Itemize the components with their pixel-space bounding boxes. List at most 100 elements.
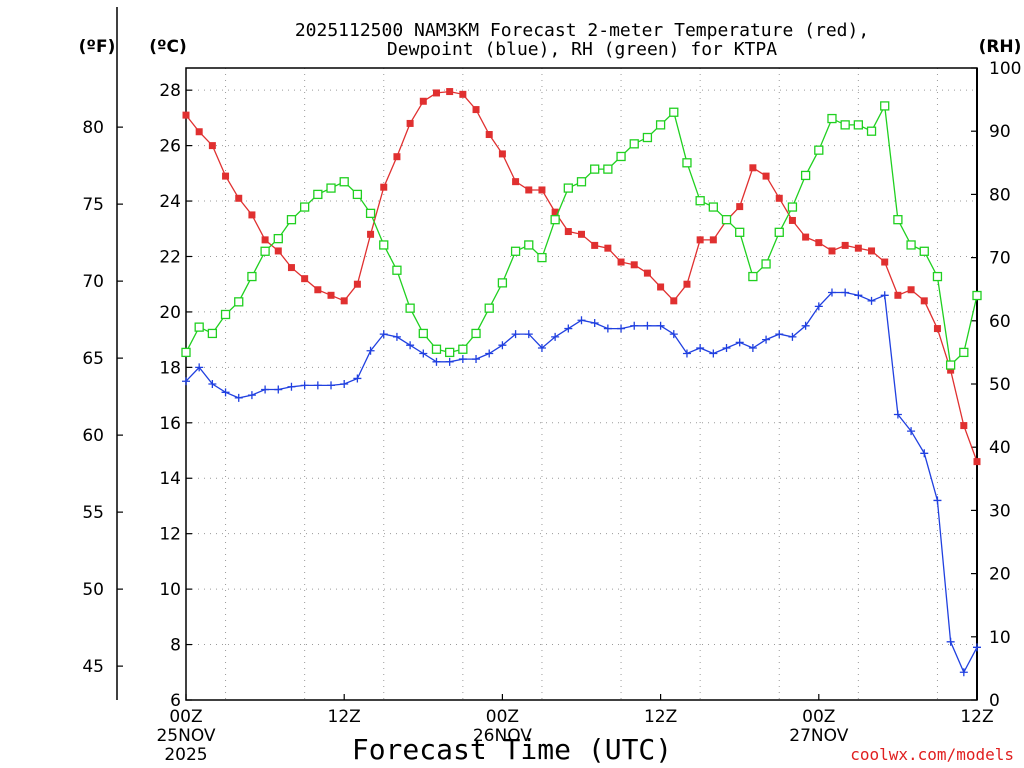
dewpoint-point xyxy=(564,324,573,333)
dewpoint-point xyxy=(274,385,283,394)
temperature-point xyxy=(630,261,638,269)
rh-point xyxy=(787,202,798,212)
temperature-point xyxy=(881,258,889,266)
dewpoint-point xyxy=(801,321,810,330)
rh-point xyxy=(880,101,890,111)
rh-point xyxy=(866,126,877,136)
temperature-point xyxy=(854,244,862,252)
rh-tick-label: 80 xyxy=(989,185,1011,205)
rh-point xyxy=(655,120,666,130)
temperature-point xyxy=(696,236,704,244)
temperature-point xyxy=(419,97,427,105)
dewpoint-point xyxy=(907,427,916,436)
rh-point xyxy=(616,151,626,162)
temperature-point xyxy=(709,236,717,244)
dewpoint-point xyxy=(182,377,190,386)
dewpoint-point xyxy=(577,316,586,325)
rh-point xyxy=(220,309,231,320)
rh-point xyxy=(471,328,481,339)
fahrenheit-tick-label: 70 xyxy=(82,272,104,292)
temperature-point xyxy=(907,286,915,294)
rh-point xyxy=(893,215,903,225)
fahrenheit-tick-label: 60 xyxy=(82,426,104,446)
dewpoint-point xyxy=(221,388,230,397)
rh-point xyxy=(537,252,547,263)
x-tick-label: 00Z xyxy=(486,707,519,727)
dewpoint-point xyxy=(748,343,757,352)
x-tick-date-label: 25NOV xyxy=(156,726,215,746)
rh-point xyxy=(365,208,376,219)
x-tick-label: 12Z xyxy=(644,707,677,727)
dewpoint-point xyxy=(946,637,955,646)
rh-point xyxy=(735,227,745,237)
chart-title-line-1: 2025112500 NAM3KM Forecast 2-meter Tempe… xyxy=(295,20,869,41)
dewpoint-point xyxy=(880,291,889,300)
fahrenheit-unit-label: (ºF) xyxy=(79,37,116,57)
dewpoint-point xyxy=(682,349,691,358)
temperature-point xyxy=(947,366,955,374)
dewpoint-point xyxy=(353,374,362,383)
rh-tick-label: 90 xyxy=(989,122,1011,142)
rh-point xyxy=(286,215,297,225)
temperature-point xyxy=(960,422,968,430)
dewpoint-point xyxy=(432,357,441,366)
series-lines xyxy=(181,88,982,677)
rh-point xyxy=(405,303,415,313)
axes: 6810121416182022242628455055606570758001… xyxy=(82,7,1021,765)
temperature-point xyxy=(287,264,295,272)
temperature-point xyxy=(815,239,823,247)
dewpoint-point xyxy=(775,330,784,339)
dewpoint-point xyxy=(630,321,639,330)
temperature-point xyxy=(182,111,190,119)
dewpoint-point xyxy=(537,343,546,352)
temperature-point xyxy=(591,241,599,249)
dewpoint-point xyxy=(867,296,876,305)
rh-unit-label: (RH) xyxy=(979,37,1022,57)
temperature-point xyxy=(525,186,533,194)
celsius-tick-label: 20 xyxy=(159,303,181,323)
dewpoint-point xyxy=(195,363,204,372)
rh-point xyxy=(840,120,850,130)
temperature-point xyxy=(406,119,414,127)
dewpoint-point xyxy=(590,319,599,328)
rh-point xyxy=(563,183,573,193)
rh-point xyxy=(695,196,705,206)
celsius-tick-label: 28 xyxy=(159,81,181,101)
temperature-point xyxy=(841,241,849,249)
fahrenheit-tick-label: 55 xyxy=(82,503,104,523)
dewpoint-point xyxy=(656,321,665,330)
rh-tick-label: 40 xyxy=(989,438,1011,458)
rh-point xyxy=(207,328,218,339)
rh-point xyxy=(497,278,508,288)
dewpoint-point xyxy=(709,349,718,358)
rh-point xyxy=(510,246,521,256)
temperature-point xyxy=(670,297,678,305)
rh-point xyxy=(431,344,442,354)
rh-tick-label: 70 xyxy=(989,249,1011,269)
temperature-point xyxy=(578,230,585,238)
rh-point xyxy=(299,202,310,212)
temperature-point xyxy=(498,150,506,158)
dewpoint-point xyxy=(419,349,428,358)
dewpoint-point xyxy=(762,335,771,344)
dewpoint-point xyxy=(313,381,322,390)
rh-point xyxy=(682,158,692,168)
dewpoint-point xyxy=(445,357,454,366)
fahrenheit-tick-label: 65 xyxy=(82,349,104,369)
rh-point xyxy=(181,347,191,358)
rh-point xyxy=(590,164,600,174)
dewpoint-point xyxy=(379,330,388,339)
rh-point xyxy=(418,328,428,339)
dewpoint-point xyxy=(669,330,678,339)
celsius-unit-label: (ºC) xyxy=(149,37,187,57)
celsius-tick-label: 12 xyxy=(159,525,181,545)
dewpoint-point xyxy=(722,343,731,352)
temperature-point xyxy=(762,172,770,180)
temperature-point xyxy=(868,247,876,255)
dewpoint-point xyxy=(247,391,256,400)
celsius-tick-label: 22 xyxy=(159,247,181,267)
rh-tick-label: 60 xyxy=(989,312,1011,332)
rh-tick-label: 10 xyxy=(989,628,1011,648)
dewpoint-point xyxy=(643,321,652,330)
rh-point xyxy=(603,164,613,174)
